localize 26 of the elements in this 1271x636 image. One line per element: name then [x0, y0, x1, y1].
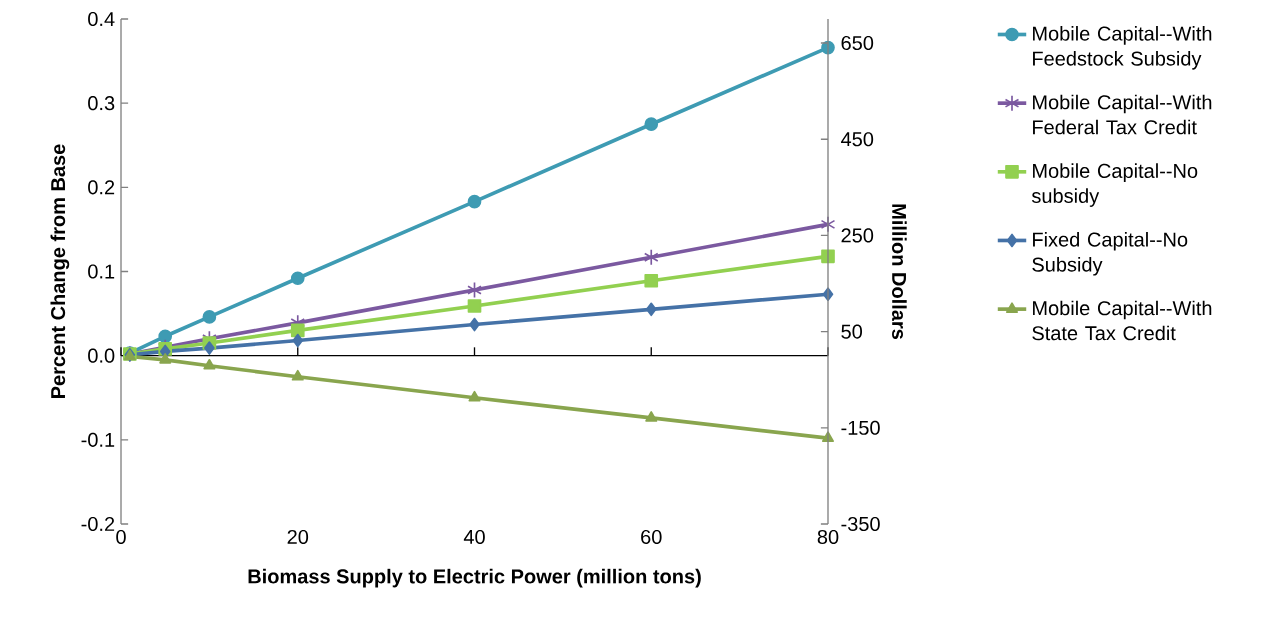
legend-label: Fixed Capital--No Subsidy [1032, 231, 1188, 276]
y2-tick-label: 650 [841, 35, 874, 51]
y2-tick-label: -150 [841, 420, 880, 435]
y-tick-label: 0.0 [88, 348, 115, 363]
x-tick-label: 80 [817, 529, 839, 545]
x-tick-label: 0 [116, 529, 126, 545]
y-tick-label: -0.2 [81, 516, 115, 532]
legend-label: Mobile Capital--With Feedstock Subsidy [1033, 26, 1212, 70]
y-tick-label: -0.1 [81, 432, 115, 447]
y2-axis-title: Million Dollars [892, 204, 907, 339]
x-tick-label: 60 [641, 529, 662, 545]
legend-label: Mobile Capital--With Federal Tax Credit [1033, 94, 1212, 135]
x-axis-title: Biomass Supply to Electric Power (million tons) [248, 568, 701, 588]
y-tick-label: 0.4 [88, 11, 115, 27]
y-axis-title: Percent Change from Base [50, 144, 70, 398]
y-tick-label: 0.2 [88, 180, 115, 195]
x-tick-label: 20 [287, 529, 309, 545]
legend-label: Mobile Capital--With State Tax Credit [1032, 300, 1212, 341]
y2-tick-label: 250 [841, 228, 874, 243]
y-tick-label: 0.3 [88, 96, 115, 111]
y2-tick-label: 50 [841, 324, 863, 339]
y2-tick-label: -350 [841, 516, 880, 532]
legend-label: Mobile Capital--No subsidy [1031, 163, 1198, 207]
x-tick-label: 40 [463, 529, 485, 545]
y2-tick-label: 450 [841, 132, 874, 147]
y-tick-label: 0.1 [88, 264, 115, 279]
